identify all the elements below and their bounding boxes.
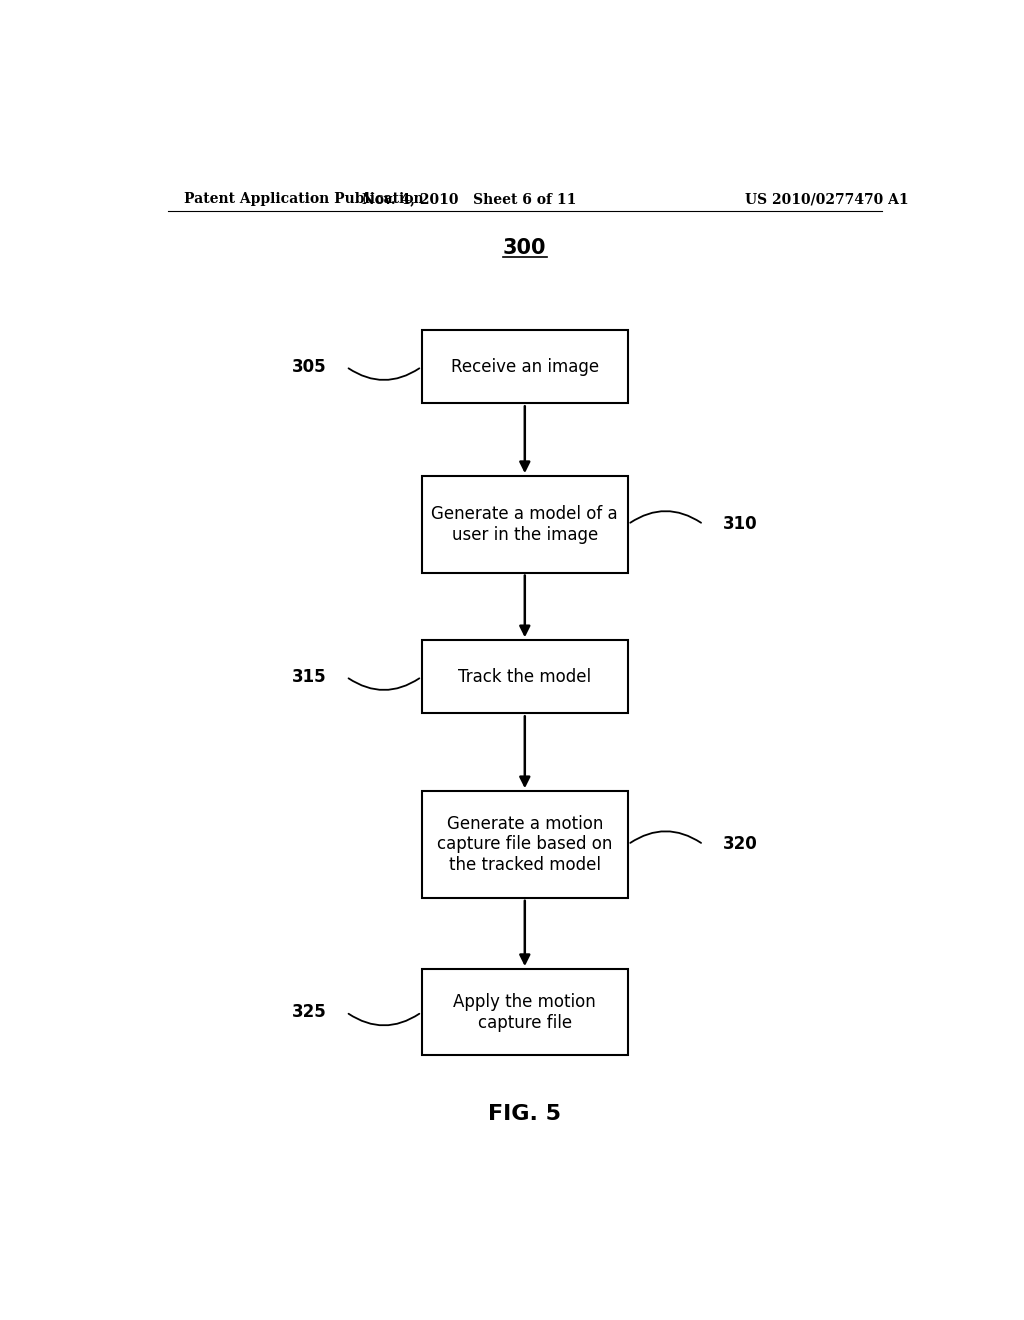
Text: Generate a motion
capture file based on
the tracked model: Generate a motion capture file based on …: [437, 814, 612, 874]
Text: 315: 315: [292, 668, 327, 686]
Text: Patent Application Publication: Patent Application Publication: [183, 191, 423, 206]
Text: 320: 320: [723, 836, 758, 854]
Text: Nov. 4, 2010   Sheet 6 of 11: Nov. 4, 2010 Sheet 6 of 11: [362, 191, 577, 206]
Text: Receive an image: Receive an image: [451, 358, 599, 376]
Bar: [422, 640, 628, 713]
Bar: [422, 330, 628, 404]
Text: 300: 300: [503, 238, 547, 257]
Bar: [422, 791, 628, 898]
Bar: [422, 477, 628, 573]
Text: 310: 310: [723, 515, 758, 533]
Text: Apply the motion
capture file: Apply the motion capture file: [454, 993, 596, 1031]
Text: 305: 305: [292, 358, 327, 376]
Bar: [422, 969, 628, 1056]
Text: 325: 325: [292, 1003, 327, 1022]
Text: US 2010/0277470 A1: US 2010/0277470 A1: [744, 191, 908, 206]
Text: Generate a model of a
user in the image: Generate a model of a user in the image: [431, 506, 618, 544]
Text: Track the model: Track the model: [458, 668, 592, 686]
Text: FIG. 5: FIG. 5: [488, 1104, 561, 1123]
